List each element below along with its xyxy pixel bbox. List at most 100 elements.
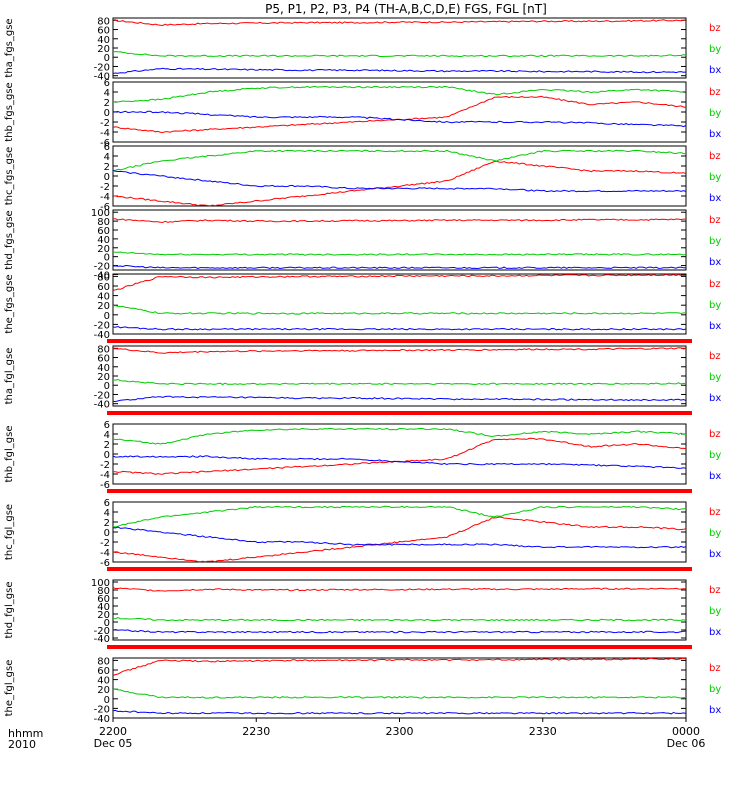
y-tick-label: -4 <box>100 192 110 203</box>
y-tick-label: -2 <box>100 118 110 129</box>
series-line-bx <box>112 169 687 193</box>
series-line-bx <box>112 110 687 128</box>
legend-by: by <box>709 108 721 119</box>
y-tick-label: -6 <box>100 202 110 213</box>
legend-bx: bx <box>709 257 721 268</box>
y-tick-label: 6 <box>104 498 110 509</box>
y-tick-label: 0 <box>104 381 110 392</box>
y-tick-label: 100 <box>91 208 110 219</box>
series-line-bz <box>112 95 687 134</box>
y-tick-label: 6 <box>104 78 110 89</box>
series-line-by <box>112 505 687 528</box>
legend-bz: bz <box>709 429 721 440</box>
time-tick-label: 0000 <box>672 725 700 738</box>
legend-bx: bx <box>709 627 721 638</box>
y-tick-label: 60 <box>97 666 110 677</box>
series-line-bz <box>112 19 687 27</box>
y-axis-label: thd_fgs_gse <box>4 210 15 269</box>
y-tick-label: 80 <box>97 586 110 597</box>
y-tick-label: -40 <box>94 270 110 281</box>
legend-bx: bx <box>709 705 721 716</box>
y-tick-label: -40 <box>94 330 110 341</box>
series-line-by <box>112 85 687 103</box>
y-tick-label: 0 <box>104 172 110 183</box>
y-tick-label: 40 <box>97 676 110 687</box>
panel-frame <box>112 145 687 207</box>
legend-bx: bx <box>709 65 721 76</box>
y-tick-label: 2 <box>104 518 110 529</box>
time-tick-date: Dec 06 <box>667 737 706 750</box>
legend-bz: bz <box>709 351 721 362</box>
y-tick-label: -2 <box>100 460 110 471</box>
y-tick-label: 100 <box>91 578 110 589</box>
y-tick-label: 0 <box>104 311 110 322</box>
series-line-bx <box>112 264 687 270</box>
y-tick-label: 0 <box>104 53 110 64</box>
y-tick-label: 0 <box>104 618 110 629</box>
y-tick-label: 0 <box>104 695 110 706</box>
y-tick-label: -4 <box>100 470 110 481</box>
y-tick-label: -2 <box>100 182 110 193</box>
time-tick-label: 2230 <box>242 725 270 738</box>
y-tick-label: 4 <box>104 430 110 441</box>
y-tick-label: -20 <box>94 626 110 637</box>
legend-by: by <box>709 372 721 383</box>
y-tick-label: 40 <box>97 292 110 303</box>
y-tick-label: -6 <box>100 480 110 491</box>
series-line-by <box>112 378 687 386</box>
y-tick-label: 60 <box>97 26 110 37</box>
flag-bar <box>107 567 692 571</box>
y-tick-label: 60 <box>97 354 110 365</box>
time-tick-label: 2330 <box>529 725 557 738</box>
series-line-bz <box>112 160 687 207</box>
y-tick-label: 20 <box>97 301 110 312</box>
y-axis-label: the_fgl_gse <box>4 660 15 717</box>
series-line-bx <box>112 395 687 403</box>
y-axis-label: thc_fgs_gse <box>4 147 15 206</box>
legend-bz: bz <box>709 151 721 162</box>
legend-bx: bx <box>709 321 721 332</box>
y-tick-label: -6 <box>100 138 110 149</box>
panel-frame <box>112 657 687 719</box>
series-line-bz <box>112 347 687 354</box>
series-line-by <box>112 427 687 445</box>
y-tick-label: 80 <box>97 344 110 355</box>
y-tick-label: 40 <box>97 363 110 374</box>
legend-bz: bz <box>709 279 721 290</box>
legend-bz: bz <box>709 23 721 34</box>
legend-bx: bx <box>709 393 721 404</box>
y-tick-label: 2 <box>104 162 110 173</box>
y-axis-label: the_fgs_gse <box>4 274 15 333</box>
y-tick-label: 40 <box>97 602 110 613</box>
panel-frame <box>112 423 687 485</box>
y-tick-label: 0 <box>104 108 110 119</box>
legend-bz: bz <box>709 507 721 518</box>
y-tick-label: 60 <box>97 594 110 605</box>
series-line-by <box>112 50 687 58</box>
y-tick-label: 80 <box>97 656 110 667</box>
y-tick-label: 60 <box>97 226 110 237</box>
panel-frame <box>112 81 687 143</box>
y-axis-label: thc_fgl_gse <box>4 504 15 560</box>
legend-bz: bz <box>709 585 721 596</box>
y-tick-label: 20 <box>97 44 110 55</box>
legend-by: by <box>709 172 721 183</box>
legend-bx: bx <box>709 193 721 204</box>
flag-bar <box>107 489 692 493</box>
y-tick-label: -20 <box>94 320 110 331</box>
y-tick-label: 40 <box>97 35 110 46</box>
y-tick-label: 40 <box>97 235 110 246</box>
panel-frame <box>112 209 687 271</box>
y-tick-label: -40 <box>94 400 110 411</box>
y-tick-label: -20 <box>94 390 110 401</box>
legend-by: by <box>709 528 721 539</box>
y-axis-label: thb_fgs_gse <box>4 82 15 141</box>
